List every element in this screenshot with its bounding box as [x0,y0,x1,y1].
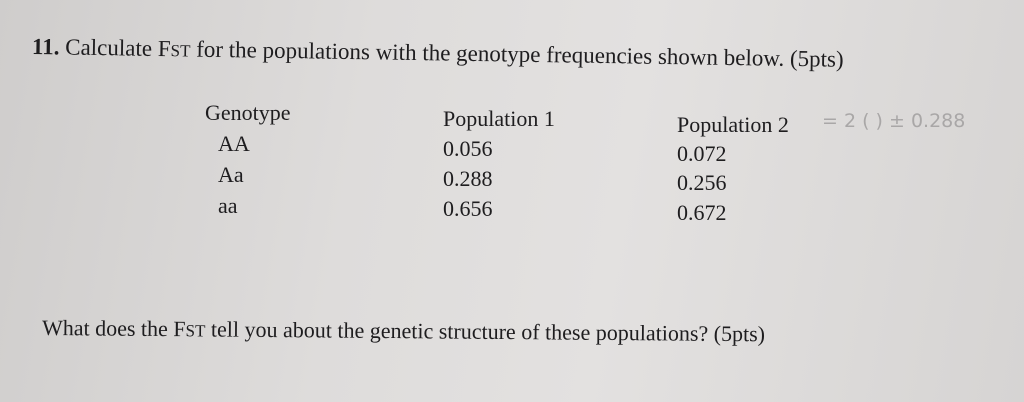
handwritten-note: = 2 ( ) ± 0.288 [822,110,966,132]
table-cell: 0.672 [677,200,727,225]
subscript: ST [170,41,191,61]
question-text: What does the F [41,315,186,342]
table-cell: aa [218,193,238,218]
question-2: What does the FST tell you about the gen… [42,315,765,347]
table-cell: 0.256 [677,170,727,195]
question-number: 11. [31,34,60,60]
question-text: for the populations with the genotype fr… [190,36,844,72]
table-header: Population 1 [443,106,555,131]
question-1: 11. Calculate FST for the populations wi… [32,34,844,73]
subscript: ST [185,321,206,341]
table-cell: AA [218,131,250,156]
table-cell: 0.056 [443,136,493,161]
question-text: tell you about the genetic structure of … [205,316,766,347]
table-header: Genotype [205,100,291,125]
table-header: Population 2 [677,112,789,137]
table-cell: 0.288 [443,166,493,191]
table-cell: 0.656 [443,196,493,221]
table-cell: 0.072 [677,141,727,166]
table-cell: Aa [218,162,244,187]
question-text: Calculate F [65,34,171,62]
